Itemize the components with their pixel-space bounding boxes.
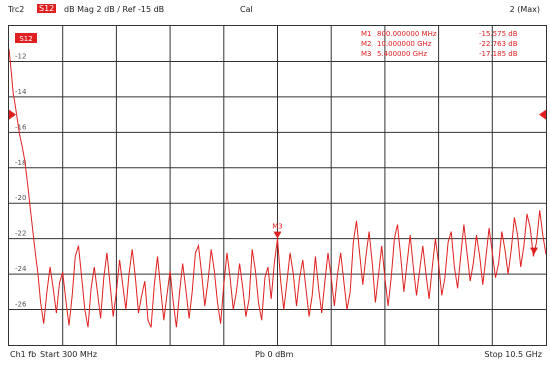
marker-readout-label: M3	[361, 50, 372, 58]
y-axis-label: -16	[15, 123, 27, 131]
parameter-badge[interactable]: S12	[37, 4, 57, 13]
stop-frequency[interactable]: Stop 10.5 GHz	[484, 350, 543, 359]
ref-level-arrow-left	[9, 109, 16, 120]
marker-readout-value: -17.185 dB	[479, 50, 518, 58]
marker-m3-triangle	[273, 231, 282, 239]
marker-readout-frequency: 5.400000 GHz	[377, 50, 427, 58]
trace-chart: S12 -12 -14 -16 -18 -20 -22 -24 -26 M1 800.000000 …	[9, 26, 546, 345]
y-axis-label: -24	[15, 265, 27, 273]
ref-level-arrow-right	[539, 109, 546, 120]
marker-readout-frequency: 800.000000 MHz	[377, 30, 437, 38]
marker-readout-value: -15.575 dB	[479, 30, 518, 38]
cal-indicator: Cal	[240, 5, 253, 14]
trace-id[interactable]: Trc2	[8, 5, 25, 14]
plot-area[interactable]: S12 -12 -14 -16 -18 -20 -22 -24 -26 M1 800.000000 …	[8, 25, 547, 346]
start-frequency[interactable]: Start 300 MHz	[40, 350, 98, 359]
marker-count: 2 (Max)	[509, 5, 540, 14]
marker-readout-value: -22.763 dB	[479, 40, 518, 48]
power-level[interactable]: Pb 0 dBm	[255, 350, 294, 359]
y-axis-label: -12	[15, 52, 26, 60]
marker-m2-triangle	[530, 247, 538, 255]
marker-readout-label: M1	[361, 30, 372, 38]
trace-badge-label: S12	[19, 35, 32, 43]
marker-readout-frequency: 10.000000 GHz	[377, 40, 432, 48]
y-axis-label: -20	[15, 194, 26, 202]
marker-readout-label: M2	[361, 40, 372, 48]
channel-footer: Ch1 fb Start 300 MHz Pb 0 dBm Stop 10.5 …	[0, 350, 550, 364]
trace-badge-bg	[15, 33, 37, 43]
y-axis-label: -26	[15, 301, 27, 309]
marker-m3-tag: M3	[272, 223, 283, 231]
trace-header: Trc2 S12 dB Mag 2 dB / Ref -15 dB Cal 2 …	[0, 0, 550, 22]
y-axis-label: -14	[15, 88, 27, 96]
y-axis-label: -22	[15, 230, 26, 238]
y-axis-label: -18	[15, 159, 26, 167]
scale-setting[interactable]: dB Mag 2 dB / Ref -15 dB	[64, 5, 165, 14]
channel-label[interactable]: Ch1 fb	[10, 350, 37, 359]
trace-line	[9, 48, 546, 328]
